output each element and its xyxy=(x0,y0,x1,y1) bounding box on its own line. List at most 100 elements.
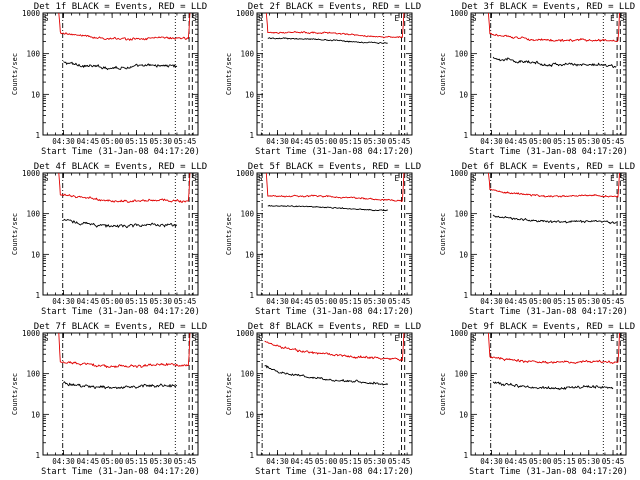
x-tick-label: 05:30 xyxy=(149,297,172,306)
x-tick-label: 05:15 xyxy=(125,457,148,466)
corner-label-left: S xyxy=(472,334,477,343)
x-axis-label: Start Time (31-Jan-08 04:17:20) xyxy=(255,147,414,157)
panel-title: Det 3f BLACK = Events, RED = LLD xyxy=(462,2,635,12)
y-tick-label: 10 xyxy=(31,90,41,99)
x-axis-label: Start Time (31-Jan-08 04:17:20) xyxy=(469,307,628,317)
x-axis-label: Start Time (31-Jan-08 04:17:20) xyxy=(41,467,200,477)
x-tick-label: 04:30 xyxy=(266,297,289,306)
x-tick-label: 05:15 xyxy=(339,457,362,466)
y-axis-label: Counts/sec xyxy=(225,213,233,255)
y-tick-label: 1 xyxy=(35,131,40,140)
corner-label-left: S xyxy=(44,334,49,343)
series-lld-line xyxy=(265,12,405,39)
y-axis-label: Counts/sec xyxy=(225,373,233,415)
corner-label-right: E xyxy=(610,174,615,183)
corner-label-far-right: S xyxy=(406,334,411,343)
x-axis-label: Start Time (31-Jan-08 04:17:20) xyxy=(255,307,414,317)
y-tick-label: 1000 xyxy=(236,329,255,338)
x-tick-label: 04:30 xyxy=(480,137,503,146)
series-events-line xyxy=(264,364,389,386)
x-tick-label: 05:00 xyxy=(101,297,124,306)
x-tick-label: 04:45 xyxy=(77,457,100,466)
corner-label-far-right: S xyxy=(192,174,197,183)
y-tick-label: 10 xyxy=(459,250,469,259)
corner-label-left: S xyxy=(472,174,477,183)
x-tick-label: 05:45 xyxy=(388,457,411,466)
series-lld-line xyxy=(264,332,405,362)
y-tick-label: 10 xyxy=(459,90,469,99)
corner-label-right: E xyxy=(182,174,187,183)
x-axis-label: Start Time (31-Jan-08 04:17:20) xyxy=(469,147,628,157)
x-tick-label: 04:45 xyxy=(291,137,314,146)
x-tick-label: 04:30 xyxy=(480,457,503,466)
corner-label-far-right: S xyxy=(406,14,411,23)
series-lld-line xyxy=(487,172,620,198)
series-events-line xyxy=(492,381,614,391)
plot-frame xyxy=(42,332,199,456)
panel-det-5: Det 5f BLACK = Events, RED = LLD 1 10 100 10… xyxy=(225,162,421,317)
y-tick-label: 1000 xyxy=(236,9,255,18)
x-tick-label: 05:15 xyxy=(125,137,148,146)
x-tick-label: 05:30 xyxy=(149,137,172,146)
x-tick-label: 04:45 xyxy=(291,457,314,466)
y-axis-label: Counts/sec xyxy=(11,213,19,255)
y-tick-label: 1 xyxy=(249,451,254,460)
x-tick-label: 05:00 xyxy=(529,457,552,466)
y-tick-label: 1 xyxy=(249,291,254,300)
corner-label-right: E xyxy=(182,334,187,343)
x-tick-label: 04:30 xyxy=(266,137,289,146)
x-tick-label: 05:00 xyxy=(101,137,124,146)
plot-frame xyxy=(256,332,413,456)
y-tick-label: 1000 xyxy=(22,9,41,18)
series-lld-line xyxy=(58,332,191,369)
plot-frame xyxy=(470,172,627,296)
y-tick-label: 1 xyxy=(35,451,40,460)
plot-frame xyxy=(470,332,627,456)
corner-label-right: E xyxy=(610,334,615,343)
x-tick-label: 05:45 xyxy=(174,457,197,466)
panel-title: Det 8f BLACK = Events, RED = LLD xyxy=(248,322,421,332)
corner-label-right: E xyxy=(394,174,399,183)
series-lld-line xyxy=(487,12,620,42)
plot-frame xyxy=(470,12,627,136)
y-tick-label: 100 xyxy=(26,370,40,379)
y-tick-label: 1000 xyxy=(450,169,469,178)
corner-label-left: S xyxy=(44,14,49,23)
panel-det-2: Det 2f BLACK = Events, RED = LLD 1 10 100 10… xyxy=(225,2,421,157)
x-tick-label: 04:45 xyxy=(77,137,100,146)
x-tick-label: 05:30 xyxy=(577,297,600,306)
panel-title: Det 4f BLACK = Events, RED = LLD xyxy=(34,162,207,172)
x-tick-label: 05:15 xyxy=(125,297,148,306)
series-events-line xyxy=(492,214,617,225)
y-tick-label: 100 xyxy=(240,210,254,219)
y-tick-label: 1000 xyxy=(236,169,255,178)
x-tick-label: 05:00 xyxy=(315,457,338,466)
corner-label-left: S xyxy=(258,334,263,343)
panel-det-3: Det 3f BLACK = Events, RED = LLD 1 10 100 10… xyxy=(439,2,635,157)
x-tick-label: 04:45 xyxy=(505,137,528,146)
y-tick-label: 10 xyxy=(245,250,255,259)
x-tick-label: 05:30 xyxy=(363,137,386,146)
panel-det-7: Det 7f BLACK = Events, RED = LLD 1 10 100 10… xyxy=(11,322,207,477)
corner-label-right: E xyxy=(394,334,399,343)
panel-title: Det 2f BLACK = Events, RED = LLD xyxy=(248,2,421,12)
panel-title: Det 1f BLACK = Events, RED = LLD xyxy=(34,2,207,12)
x-tick-label: 04:45 xyxy=(291,297,314,306)
panel-title: Det 9f BLACK = Events, RED = LLD xyxy=(462,322,635,332)
y-axis-label: Counts/sec xyxy=(439,53,447,95)
corner-label-right: E xyxy=(610,14,615,23)
x-tick-label: 05:45 xyxy=(174,137,197,146)
y-tick-label: 1000 xyxy=(22,329,41,338)
x-tick-label: 05:30 xyxy=(577,137,600,146)
y-tick-label: 100 xyxy=(454,210,468,219)
x-tick-label: 05:00 xyxy=(315,137,338,146)
y-tick-label: 100 xyxy=(240,50,254,59)
y-tick-label: 10 xyxy=(31,250,41,259)
corner-label-far-right: S xyxy=(620,14,625,23)
series-events-line xyxy=(267,204,388,212)
panel-title: Det 7f BLACK = Events, RED = LLD xyxy=(34,322,207,332)
y-tick-label: 100 xyxy=(240,370,254,379)
y-tick-label: 1 xyxy=(35,291,40,300)
y-tick-label: 1000 xyxy=(450,9,469,18)
x-axis-label: Start Time (31-Jan-08 04:17:20) xyxy=(469,467,628,477)
